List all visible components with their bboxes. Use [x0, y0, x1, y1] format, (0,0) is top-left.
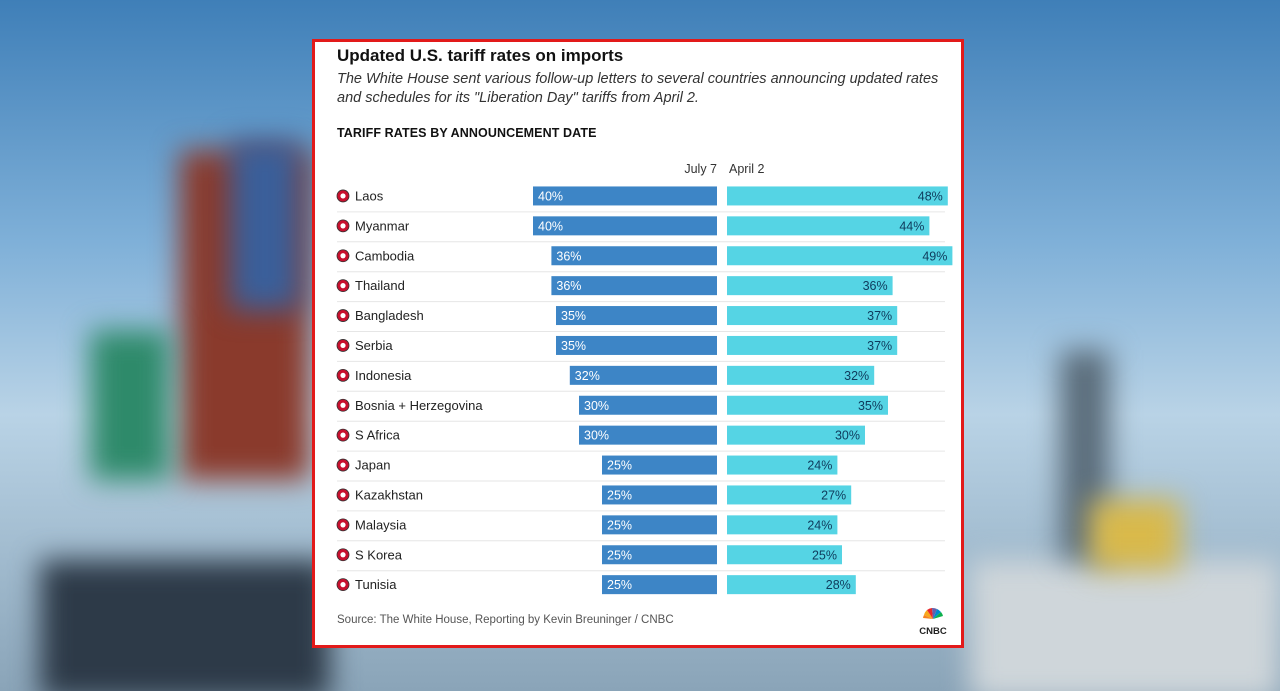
container-stack-blur — [90, 330, 170, 480]
value-label-july7: 25% — [607, 488, 632, 502]
ship-hull-blur — [40, 560, 330, 691]
value-label-july7: 35% — [561, 309, 586, 323]
value-label-july7: 25% — [607, 578, 632, 592]
country-label: Serbia — [355, 338, 393, 353]
country-label: Bangladesh — [355, 308, 424, 323]
dock-blur — [970, 560, 1280, 691]
value-label-april2: 44% — [899, 219, 924, 233]
series-label-july7: July 7 — [684, 162, 717, 176]
flag-icon — [336, 189, 350, 203]
flag-icon — [336, 488, 350, 502]
value-label-july7: 40% — [538, 219, 563, 233]
cnbc-logo: CNBC — [919, 607, 947, 635]
series-label-april2: April 2 — [729, 162, 764, 176]
bar-april2 — [727, 335, 898, 355]
bar-july7 — [556, 335, 717, 355]
bar-april2 — [727, 186, 948, 206]
flag-icon — [336, 578, 350, 592]
bar-chart: July 7 April 2 Laos 40% 48% Myanmar 40% 44% Camb… — [336, 162, 953, 595]
bar-july7 — [533, 216, 717, 236]
value-label-april2: 49% — [922, 249, 947, 263]
bar-april2 — [727, 455, 838, 475]
value-label-july7: 25% — [607, 459, 632, 473]
bar-april2 — [727, 395, 888, 415]
bar-april2 — [727, 246, 953, 266]
value-label-april2: 24% — [807, 518, 832, 532]
value-label-july7: 30% — [584, 429, 609, 443]
value-label-april2: 37% — [867, 309, 892, 323]
flag-icon — [336, 249, 350, 263]
value-label-april2: 27% — [821, 488, 846, 502]
bar-july7 — [602, 485, 717, 505]
value-label-july7: 35% — [561, 339, 586, 353]
country-label: Japan — [355, 458, 390, 473]
bar-april2 — [727, 425, 865, 445]
value-label-april2: 36% — [863, 279, 888, 293]
value-label-april2: 37% — [867, 339, 892, 353]
country-label: Indonesia — [355, 368, 412, 383]
container-stack-blur — [230, 140, 300, 310]
value-label-april2: 24% — [807, 459, 832, 473]
country-label: Kazakhstan — [355, 487, 423, 502]
chart-card: Updated U.S. tariff rates on imports The… — [312, 39, 964, 648]
value-label-july7: 40% — [538, 189, 563, 203]
bar-april2 — [727, 575, 856, 595]
flag-icon — [336, 518, 350, 532]
value-label-july7: 32% — [575, 369, 600, 383]
bar-july7 — [569, 365, 717, 385]
flag-icon — [336, 548, 350, 562]
value-label-april2: 30% — [835, 429, 860, 443]
country-label: Malaysia — [355, 517, 407, 532]
bar-april2 — [727, 485, 852, 505]
value-label-april2: 25% — [812, 548, 837, 562]
bar-april2 — [727, 216, 930, 236]
source-note: Source: The White House, Reporting by Ke… — [337, 614, 674, 626]
bar-july7 — [602, 455, 717, 475]
country-label: Cambodia — [355, 248, 415, 263]
bar-april2 — [727, 306, 898, 326]
value-label-july7: 36% — [556, 249, 581, 263]
country-label: Bosnia + Herzegovina — [355, 398, 483, 413]
flag-icon — [336, 309, 350, 322]
bar-july7 — [551, 276, 717, 296]
country-label: S Africa — [355, 428, 401, 443]
bar-july7 — [602, 545, 717, 565]
bar-july7 — [533, 186, 717, 206]
value-label-april2: 28% — [826, 578, 851, 592]
flag-icon — [336, 398, 350, 412]
value-label-april2: 35% — [858, 399, 883, 413]
bar-july7 — [551, 246, 717, 266]
chart-title: Updated U.S. tariff rates on imports — [337, 46, 624, 65]
bar-april2 — [727, 276, 893, 296]
flag-icon — [336, 458, 350, 472]
country-label: Tunisia — [355, 577, 397, 592]
value-label-july7: 30% — [584, 399, 609, 413]
country-label: Laos — [355, 188, 384, 203]
section-title: TARIFF RATES BY ANNOUNCEMENT DATE — [337, 126, 597, 140]
crane-cab-blur — [1090, 500, 1180, 570]
flag-icon — [336, 428, 350, 442]
flag-icon — [336, 368, 350, 382]
bar-july7 — [602, 575, 717, 595]
bar-april2 — [727, 365, 875, 385]
value-label-april2: 48% — [918, 189, 943, 203]
flag-icon — [336, 279, 350, 293]
chart-subtitle: The White House sent various follow-up l… — [337, 71, 939, 106]
bar-july7 — [579, 425, 717, 445]
cnbc-logo-text: CNBC — [919, 626, 947, 635]
value-label-july7: 25% — [607, 548, 632, 562]
bar-april2 — [727, 515, 838, 535]
bar-july7 — [579, 395, 717, 415]
country-label: S Korea — [355, 547, 403, 562]
bar-july7 — [602, 515, 717, 535]
bar-april2 — [727, 545, 842, 565]
flag-icon — [336, 219, 350, 233]
country-label: Myanmar — [355, 218, 410, 233]
bar-july7 — [556, 306, 717, 326]
country-label: Thailand — [355, 278, 405, 293]
value-label-july7: 36% — [556, 279, 581, 293]
flag-icon — [336, 339, 350, 352]
value-label-april2: 32% — [844, 369, 869, 383]
value-label-july7: 25% — [607, 518, 632, 532]
